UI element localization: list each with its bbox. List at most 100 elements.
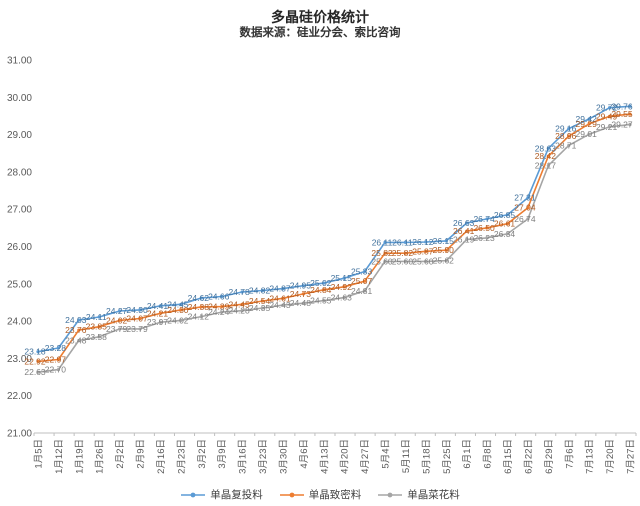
data-label: 25.02: [310, 278, 332, 288]
x-tick-label: 6月22日: [523, 439, 534, 474]
data-label: 24.02: [167, 315, 189, 325]
data-label: 25.90: [433, 245, 455, 255]
x-tick-label: 4月20日: [340, 439, 351, 474]
x-tick-label: 2月16日: [156, 439, 167, 474]
data-point: [363, 289, 367, 293]
data-point: [628, 104, 632, 108]
data-label: 23.58: [86, 332, 108, 342]
data-label: 29.21: [596, 122, 618, 132]
data-point: [240, 290, 244, 294]
data-label: 24.35: [249, 303, 271, 313]
legend-line-marker-icon: [181, 492, 206, 497]
data-point: [342, 276, 346, 280]
data-point: [260, 299, 265, 303]
data-label: 29.29: [576, 119, 598, 129]
data-point: [505, 222, 510, 226]
data-label: 23.79: [126, 324, 148, 334]
x-tick-label: 4月27日: [360, 439, 371, 474]
y-tick-label: 21.00: [7, 429, 32, 440]
data-point: [526, 206, 530, 210]
x-tick-label: 7月13日: [585, 439, 596, 474]
x-tick-label: 6月8日: [483, 439, 494, 469]
data-point: [36, 370, 40, 374]
data-label: 24.61: [269, 293, 291, 303]
data-label: 29.42: [576, 114, 598, 124]
y-tick-label: 29.00: [7, 130, 32, 141]
data-label: 22.92: [24, 356, 46, 366]
price-line-chart: 21.00 22.00 23.00 24.00 25.00 26.00 27.00 28.00…: [7, 56, 637, 474]
data-point: [628, 112, 632, 116]
data-label: 29.49: [596, 111, 618, 121]
data-label: 23.18: [24, 347, 46, 357]
data-point: [97, 315, 101, 319]
data-point: [97, 325, 101, 329]
data-label: 27.04: [514, 203, 536, 213]
x-tick-label: 6月29日: [544, 439, 555, 474]
data-point: [220, 304, 224, 309]
data-point: [138, 316, 142, 321]
data-label: 26.23: [473, 233, 495, 243]
y-tick-label: 26.00: [7, 242, 32, 253]
data-point: [567, 127, 571, 131]
legend-line-marker-icon: [378, 492, 403, 497]
legend-label: 单晶致密料: [308, 489, 362, 501]
data-label: 24.28: [228, 306, 250, 316]
data-point: [138, 308, 142, 312]
data-point: [424, 249, 428, 253]
data-point: [97, 335, 101, 339]
data-point: [444, 259, 448, 263]
series-line-0: [37, 105, 631, 353]
data-point: [36, 359, 40, 363]
data-point: [220, 310, 224, 314]
data-point: [260, 306, 265, 310]
x-tick-label: 1月19日: [74, 439, 85, 474]
data-label: 24.84: [310, 285, 332, 295]
data-point: [118, 309, 122, 313]
data-label: 24.02: [106, 315, 128, 325]
x-tick-label: 2月2日: [115, 439, 126, 469]
data-point: [199, 305, 203, 309]
data-point: [301, 284, 305, 288]
data-label: 24.30: [167, 305, 189, 315]
y-tick-label: 27.00: [7, 205, 32, 216]
data-label: 22.63: [24, 367, 46, 377]
data-label: 24.82: [249, 286, 271, 296]
x-tick-label: 3月9日: [217, 439, 228, 469]
data-point: [158, 304, 163, 308]
x-tick-label: 1月12日: [54, 439, 65, 474]
data-label: 28.96: [555, 131, 577, 141]
legend-item-zhimi: 单晶致密料: [279, 487, 362, 502]
data-label: 24.55: [310, 296, 332, 306]
data-label: 29.01: [576, 129, 598, 139]
data-label: 25.15: [331, 273, 353, 283]
data-label: 24.21: [147, 308, 169, 318]
data-point: [118, 327, 122, 331]
data-point: [465, 221, 469, 225]
data-point: [342, 285, 346, 289]
data-label: 24.66: [208, 291, 230, 301]
data-label: 25.07: [351, 276, 373, 286]
data-point: [199, 315, 203, 319]
data-label: 26.11: [372, 237, 393, 247]
data-point: [485, 236, 489, 240]
data-label: 23.79: [106, 324, 128, 334]
x-tick-label: 4月13日: [319, 439, 330, 474]
data-point: [220, 294, 224, 299]
data-label: 28.63: [535, 143, 557, 153]
data-label: 25.60: [371, 256, 393, 266]
data-point: [240, 309, 244, 313]
data-label: 24.30: [126, 305, 148, 315]
data-point: [363, 279, 367, 283]
data-label: 23.28: [45, 343, 67, 353]
data-label: 24.78: [228, 287, 250, 297]
data-label: 24.41: [147, 301, 169, 311]
data-point: [607, 114, 612, 118]
chart-subtitle: 数据来源：硅业分会、索比咨询: [239, 27, 401, 40]
data-point: [424, 240, 428, 244]
data-point: [240, 302, 244, 306]
legend-label: 单晶复投料: [210, 489, 263, 501]
data-label: 24.81: [351, 286, 373, 296]
data-label: 24.38: [188, 302, 210, 312]
data-point: [403, 259, 408, 264]
data-label: 27.31: [514, 193, 536, 203]
